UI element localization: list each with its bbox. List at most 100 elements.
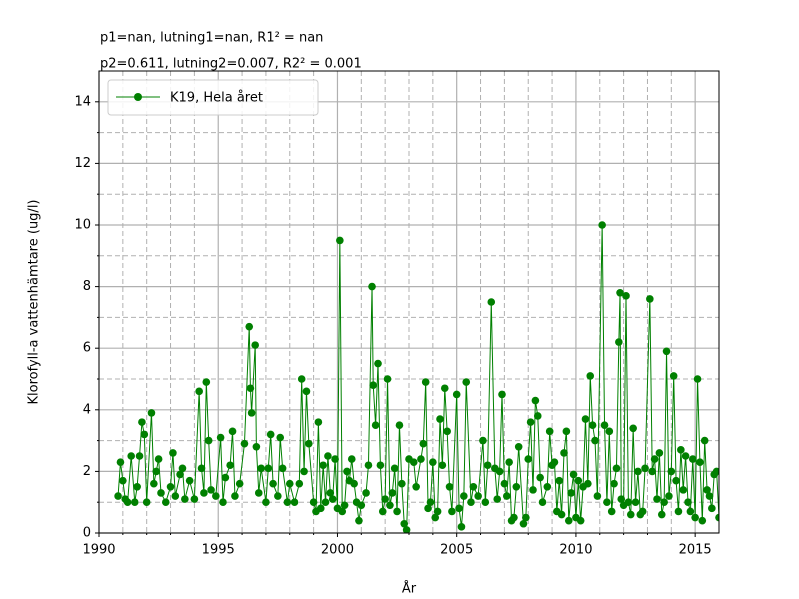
data-point [300, 467, 308, 476]
data-point [204, 436, 213, 445]
data-point [560, 449, 568, 457]
data-point [178, 464, 187, 473]
data-point [347, 455, 356, 463]
data-point [376, 461, 385, 470]
data-point [576, 516, 585, 525]
data-point [142, 498, 151, 507]
data-point [512, 483, 521, 491]
data-point [648, 467, 657, 476]
y-tick-label: 10 [74, 218, 91, 233]
data-point [228, 427, 237, 436]
data-point [657, 510, 666, 519]
data-point [402, 526, 411, 533]
axes: 1990 1995 2000 2005 2010 2015 0 2 4 6 8 10 12 14 [74, 94, 711, 557]
data-point [166, 483, 175, 491]
data-point [700, 436, 709, 445]
data-point [524, 455, 533, 463]
data-point [502, 492, 511, 500]
data-point [400, 519, 409, 528]
data-point [305, 439, 313, 448]
data-point [362, 489, 370, 497]
data-point [140, 430, 149, 439]
data-point [603, 498, 611, 507]
data-point [448, 507, 456, 516]
data-point [545, 427, 554, 436]
data-point [357, 501, 366, 510]
data-point [452, 390, 461, 399]
data-point [133, 483, 141, 491]
y-tick-label: 2 [83, 464, 91, 479]
data-point [440, 384, 449, 393]
data-point [116, 458, 125, 466]
data-point [519, 519, 528, 528]
grid [98, 71, 719, 534]
data-point [487, 298, 496, 306]
data-point [479, 436, 487, 445]
data-point [555, 476, 564, 485]
data-point [686, 507, 695, 516]
data-point [314, 418, 323, 426]
data-point [629, 424, 637, 433]
data-point [169, 449, 177, 457]
data-point [355, 516, 363, 525]
data-point [469, 483, 478, 491]
data-point [655, 449, 664, 457]
data-point [455, 504, 463, 513]
data-point [290, 498, 299, 507]
plot-area [114, 221, 719, 533]
data-point [419, 439, 428, 448]
data-point [638, 507, 647, 516]
data-point [274, 492, 282, 500]
data-point [127, 452, 135, 460]
data-point [130, 498, 139, 507]
data-point [369, 381, 378, 389]
data-point [390, 464, 399, 473]
data-point [295, 479, 304, 488]
data-point [674, 507, 683, 516]
data-point [672, 476, 680, 485]
data-point [321, 498, 330, 507]
data-point [412, 483, 420, 491]
data-point [688, 455, 697, 463]
data-point [514, 442, 523, 451]
data-point [417, 455, 425, 463]
data-point [386, 501, 394, 510]
data-point [567, 489, 575, 497]
data-point [197, 464, 206, 473]
title-line: p2=0.611, lutning2=0.007, R2² = 0.001 [100, 57, 362, 72]
data-point [123, 498, 132, 507]
data-point [538, 498, 547, 507]
x-tick-label: 2015 [679, 543, 712, 558]
data-point [584, 479, 592, 488]
data-point [462, 378, 471, 386]
data-point [505, 458, 513, 466]
data-point [641, 464, 649, 473]
data-point [500, 479, 509, 488]
data-point [119, 476, 127, 485]
data-point [246, 384, 255, 393]
data-point [543, 483, 552, 491]
data-point [393, 507, 401, 516]
x-tick-label: 2010 [559, 543, 592, 558]
data-point [266, 430, 275, 439]
data-point [340, 501, 349, 510]
data-point [426, 498, 435, 507]
y-tick-label: 14 [74, 94, 91, 109]
data-point [715, 513, 719, 522]
data-point [202, 378, 211, 386]
data-point [157, 489, 165, 497]
data-point [684, 498, 692, 507]
legend-box [107, 79, 319, 116]
data-point [343, 467, 351, 476]
data-point [443, 427, 451, 436]
data-point [646, 295, 654, 303]
data-point [429, 458, 437, 466]
data-point [498, 390, 506, 399]
data-point [254, 489, 263, 497]
data-point [388, 489, 397, 497]
data-point [200, 489, 208, 497]
data-point [247, 409, 256, 417]
data-point [150, 479, 158, 488]
data-point [495, 467, 504, 476]
data-point [662, 347, 671, 356]
